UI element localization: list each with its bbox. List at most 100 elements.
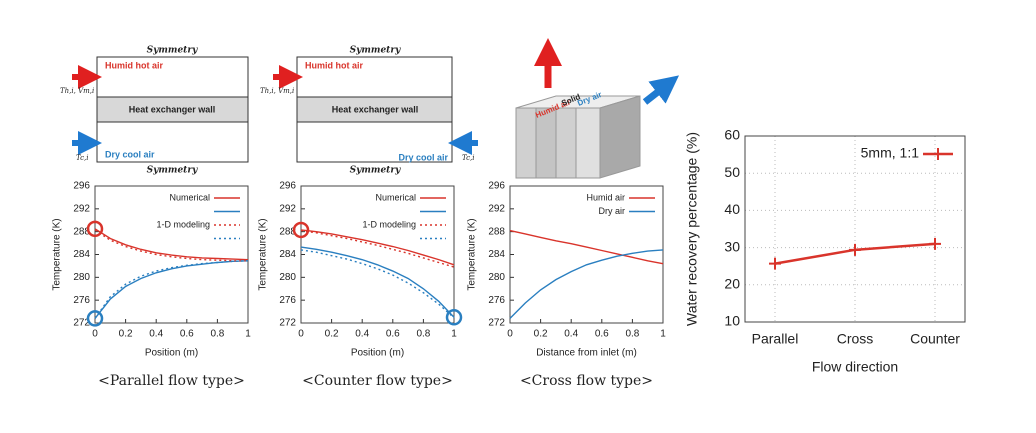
y-axis-label: Temperature (K) — [467, 218, 478, 290]
y-tick-label: 288 — [73, 226, 90, 237]
legend-label: Dry air — [599, 206, 626, 216]
slab — [575, 107, 601, 179]
caption: <Counter flow type> — [302, 373, 453, 389]
y-tick-label: 296 — [73, 181, 90, 192]
point-marker — [769, 257, 781, 270]
caption: <Cross flow type> — [520, 373, 653, 389]
series-line — [509, 229, 664, 265]
inlet-label: Tc,i — [462, 154, 475, 162]
legend-label: 1-D modeling — [362, 219, 416, 229]
y-tick-label: 288 — [279, 226, 296, 237]
highlight-circle — [445, 309, 463, 326]
y-tick-label: 272 — [73, 318, 90, 329]
y-tick-label: 280 — [488, 272, 505, 283]
legend-label: 1-D modeling — [156, 219, 210, 229]
x-tick-label: 0.2 — [534, 329, 548, 340]
y-axis-label: Temperature (K) — [52, 218, 63, 290]
plot-frame — [509, 185, 664, 324]
y-tick-label: 284 — [279, 249, 296, 260]
y-tick-label: 50 — [724, 164, 740, 180]
x-tick-label: 0.2 — [119, 329, 133, 340]
wall-label: Heat exchanger wall — [129, 104, 216, 114]
cold-label: Dry cool air — [398, 152, 448, 162]
legend-label: Humid air — [586, 192, 625, 202]
parallel-diagram: Symmetry Humid hot air Heat exchanger wa… — [60, 46, 249, 176]
symmetry-label: Symmetry — [350, 166, 401, 176]
series-line — [94, 229, 248, 262]
y-tick-label: 292 — [73, 203, 90, 214]
cross-diagram: Humid air Solid Dry air — [515, 38, 680, 179]
x-tick-label: 0.6 — [595, 329, 609, 340]
x-tick-label: 0.4 — [149, 329, 163, 340]
y-tick-label: 272 — [279, 318, 296, 329]
cold-label: Dry cool air — [105, 149, 155, 159]
y-tick-label: 40 — [724, 201, 740, 217]
y-tick-label: 276 — [73, 295, 90, 306]
series-line — [94, 260, 249, 319]
wall-label: Heat exchanger wall — [332, 104, 419, 114]
highlight-circle — [86, 310, 104, 327]
highlight-circle — [86, 220, 104, 238]
x-axis-label: Position (m) — [145, 348, 198, 359]
symmetry-label: Symmetry — [147, 166, 198, 176]
caption: <Parallel flow type> — [98, 373, 245, 389]
slab — [555, 107, 577, 179]
y-tick-label: 284 — [488, 249, 505, 260]
series-line — [300, 229, 455, 266]
x-tick-label: 0.8 — [416, 329, 430, 340]
y-tick-label: 280 — [73, 272, 90, 283]
hot-label: Humid hot air — [105, 60, 163, 70]
block-side — [599, 95, 641, 179]
counter-diagram: Symmetry Humid hot air Heat exchanger wa… — [260, 46, 478, 176]
series-line — [300, 249, 455, 319]
inlet-label: Th,i, Vm,i — [60, 87, 94, 95]
y-tick-label: 276 — [488, 295, 505, 306]
x-tick-label: 0.8 — [210, 329, 224, 340]
x-tick-label: 0.6 — [386, 329, 400, 340]
series-line — [509, 249, 664, 319]
x-tick-label: 0 — [507, 329, 513, 340]
y-tick-label: 296 — [488, 181, 505, 192]
symmetry-label: Symmetry — [350, 46, 401, 56]
y-tick-label: 20 — [724, 276, 740, 292]
legend-label: Numerical — [169, 192, 210, 202]
y-tick-label: 10 — [724, 313, 740, 329]
inlet-label: Th,i, Vm,i — [260, 87, 294, 95]
y-tick-label: 30 — [724, 238, 740, 254]
y-axis-label: Temperature (K) — [258, 218, 269, 290]
x-tick-label: 0 — [92, 329, 98, 340]
legend-label: 5mm, 1:1 — [861, 145, 920, 161]
legend-label: Numerical — [375, 192, 416, 202]
y-tick-label: 284 — [73, 249, 90, 260]
y-tick-label: 276 — [279, 295, 296, 306]
series-line — [300, 229, 455, 268]
y-tick-label: 280 — [279, 272, 296, 283]
slab — [515, 107, 537, 179]
x-tick-label: Counter — [910, 331, 960, 347]
x-axis-label: Flow direction — [812, 359, 898, 375]
point-marker — [929, 237, 941, 250]
x-tick-label: 0 — [298, 329, 304, 340]
wall-band — [96, 96, 249, 123]
x-tick-label: 0.2 — [325, 329, 339, 340]
hot-label: Humid hot air — [305, 60, 363, 70]
x-tick-label: 0.6 — [180, 329, 194, 340]
x-tick-label: 0.8 — [625, 329, 639, 340]
x-tick-label: 1 — [451, 329, 457, 340]
highlight-circle — [292, 221, 310, 239]
x-tick-label: 1 — [245, 329, 251, 340]
y-tick-label: 292 — [279, 203, 296, 214]
x-axis-label: Position (m) — [351, 348, 404, 359]
series-line — [300, 246, 455, 318]
plot-frame — [744, 135, 966, 323]
x-tick-label: Cross — [837, 331, 874, 347]
y-axis-label: Water recovery percentage (%) — [684, 132, 700, 326]
y-tick-label: 60 — [724, 127, 740, 143]
symmetry-label: Symmetry — [147, 46, 198, 56]
point-marker — [849, 243, 861, 256]
x-tick-label: 0.4 — [355, 329, 369, 340]
cold-arrow — [642, 75, 680, 105]
plot-frame — [94, 185, 249, 324]
